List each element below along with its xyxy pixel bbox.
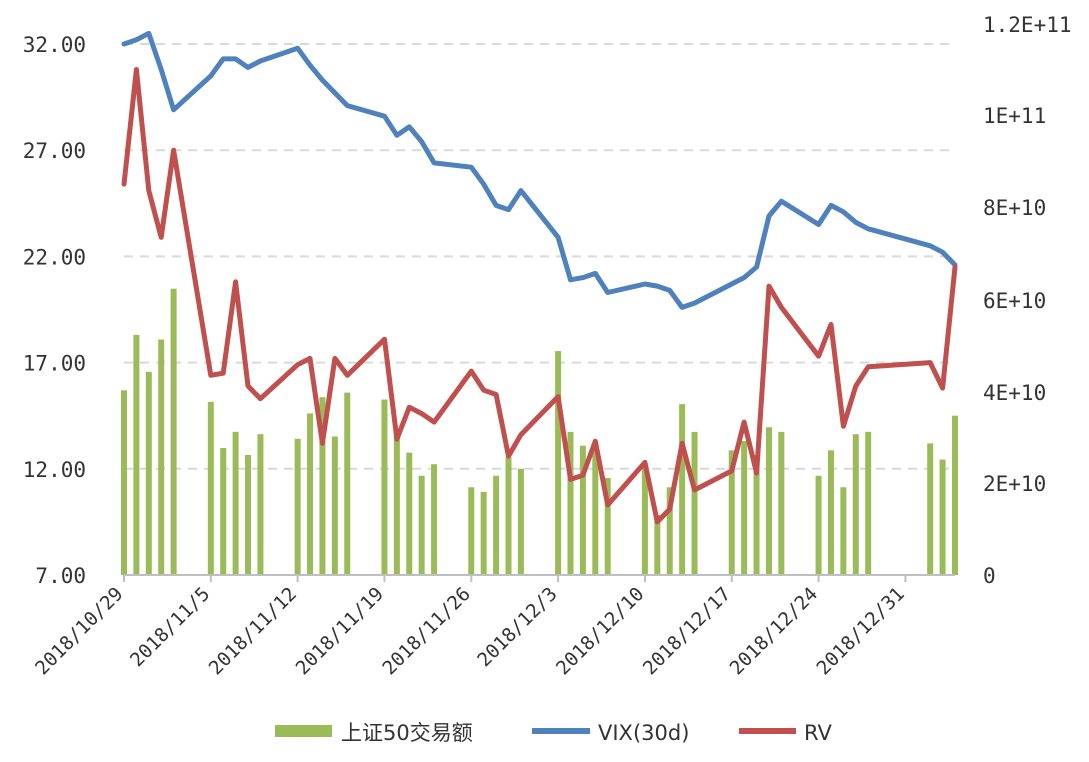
vix-line <box>121 30 958 310</box>
left-tick-label: 27.00 <box>23 139 86 163</box>
volume-bar <box>840 487 847 575</box>
volume-bar <box>765 427 772 575</box>
volume-bar <box>493 475 500 575</box>
volume-bar <box>170 288 177 575</box>
volume-bar <box>393 431 400 575</box>
volume-bar <box>579 445 586 575</box>
x-tick-label: 2018/12/17 <box>639 583 735 679</box>
volume-bar <box>741 441 748 575</box>
volume-bar <box>827 450 834 575</box>
left-tick-label: 17.00 <box>23 352 86 376</box>
volume-bar <box>431 464 438 575</box>
left-tick-label: 22.00 <box>23 245 86 269</box>
right-y-axis-ticks: 0 2E+10 4E+10 6E+10 8E+10 1E+11 1.2E+11 <box>983 13 1072 588</box>
left-tick-label: 7.00 <box>35 564 86 588</box>
volume-bar <box>158 339 165 575</box>
volume-bar <box>319 397 326 575</box>
right-tick-label: 0 <box>983 564 996 588</box>
volume-bar <box>641 466 648 575</box>
volume-bar <box>257 434 264 575</box>
x-tick-label: 2018/11/19 <box>292 583 388 679</box>
right-tick-label: 2E+10 <box>983 472 1046 496</box>
x-tick-label: 2018/12/3 <box>473 583 561 671</box>
volume-bar <box>133 334 140 575</box>
left-tick-label: 12.00 <box>23 458 86 482</box>
line-series <box>121 30 958 525</box>
volume-bar <box>865 431 872 575</box>
volume-bar <box>145 371 152 575</box>
volume-bar <box>815 475 822 575</box>
x-tick-label: 2018/11/26 <box>378 583 474 679</box>
volume-bar <box>505 457 512 575</box>
volume-bar <box>232 431 239 575</box>
volume-bar <box>927 443 934 575</box>
volume-bar <box>381 399 388 575</box>
legend-label-vix: VIX(30d) <box>598 721 689 745</box>
volume-bar <box>952 415 958 575</box>
x-tick-label: 2018/12/10 <box>552 583 648 679</box>
volume-bar <box>679 404 686 575</box>
right-tick-label: 6E+10 <box>983 289 1046 313</box>
volume-bar <box>666 487 673 575</box>
volume-bar <box>555 351 562 575</box>
volume-bar <box>567 431 574 575</box>
trading-volume-bars <box>121 288 958 575</box>
volume-bar <box>418 475 425 575</box>
legend-swatch-volume <box>275 725 332 737</box>
volume-bar <box>121 390 127 575</box>
right-tick-label: 1.2E+11 <box>983 13 1072 37</box>
x-tick-label: 2018/11/12 <box>205 583 301 679</box>
gridlines <box>124 43 955 470</box>
volume-bar <box>294 438 301 575</box>
volume-bar <box>604 478 611 575</box>
right-tick-label: 4E+10 <box>983 381 1046 405</box>
volume-bar <box>344 392 351 575</box>
volume-bar <box>207 401 214 575</box>
volume-bar <box>245 454 252 575</box>
volume-bar <box>517 468 524 575</box>
volume-bar <box>753 454 760 575</box>
volume-bar <box>331 436 338 575</box>
volume-bar <box>691 431 698 575</box>
volume-bar <box>220 448 227 575</box>
x-tick-label: 2018/12/31 <box>812 583 908 679</box>
x-tick-label: 2018/12/24 <box>726 583 822 679</box>
volume-bar <box>406 452 413 575</box>
rv-line <box>121 67 958 525</box>
left-tick-label: 32.00 <box>23 33 86 57</box>
legend-label-rv: RV <box>804 721 832 745</box>
volume-bar <box>592 445 599 575</box>
volume-bar <box>307 413 314 575</box>
volume-bar <box>654 514 661 575</box>
volume-bar <box>778 431 785 575</box>
volume-bar <box>480 491 487 575</box>
legend: 上证50交易额 VIX(30d) RV <box>275 721 832 745</box>
right-tick-label: 8E+10 <box>983 196 1046 220</box>
volume-bar <box>468 487 475 575</box>
x-tick-label: 2018/10/29 <box>31 583 127 679</box>
x-tick-label: 2018/11/5 <box>126 583 214 671</box>
volume-bar <box>728 450 735 575</box>
legend-label-volume: 上证50交易额 <box>341 721 473 745</box>
x-axis-ticks: 2018/10/292018/11/52018/11/122018/11/192… <box>31 575 909 679</box>
volume-bar <box>852 434 859 575</box>
right-tick-label: 1E+11 <box>983 104 1046 128</box>
volume-bar <box>939 459 946 575</box>
left-y-axis-ticks: 7.00 12.00 17.00 22.00 27.00 32.00 <box>23 33 86 588</box>
